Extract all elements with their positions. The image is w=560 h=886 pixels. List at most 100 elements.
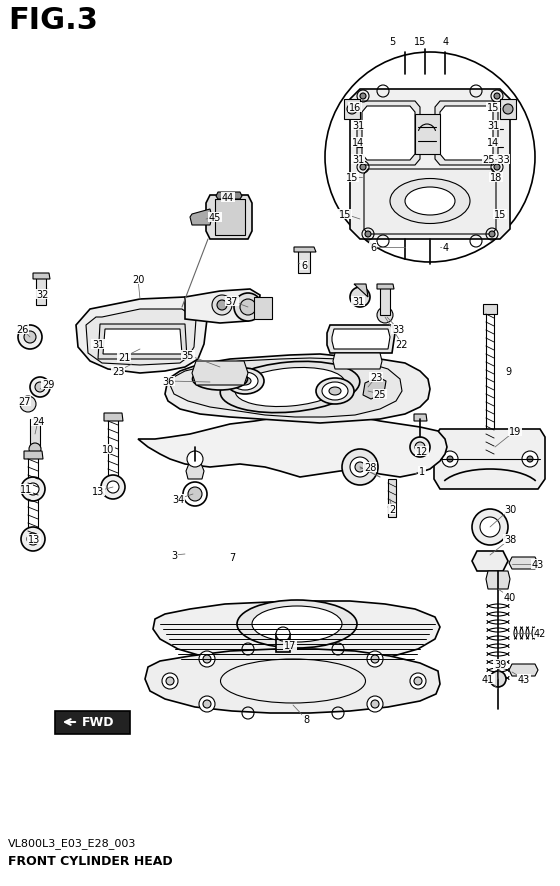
Polygon shape — [206, 196, 252, 240]
Bar — [298, 252, 310, 274]
Text: 31: 31 — [352, 120, 364, 131]
Text: 15: 15 — [339, 210, 351, 220]
Circle shape — [410, 673, 426, 689]
Ellipse shape — [232, 373, 258, 391]
Ellipse shape — [390, 179, 470, 224]
Text: 37: 37 — [226, 297, 238, 307]
Text: 45: 45 — [209, 213, 221, 222]
Text: 26: 26 — [16, 324, 28, 335]
Circle shape — [360, 94, 366, 100]
Polygon shape — [216, 193, 242, 199]
Text: 3: 3 — [171, 550, 177, 560]
Circle shape — [365, 232, 371, 237]
Text: 28: 28 — [364, 462, 376, 472]
Bar — [388, 479, 396, 517]
Text: 25: 25 — [374, 390, 386, 400]
Ellipse shape — [239, 377, 251, 385]
Polygon shape — [435, 102, 498, 166]
Ellipse shape — [220, 362, 360, 413]
Polygon shape — [414, 415, 427, 422]
Text: 19: 19 — [509, 426, 521, 437]
Circle shape — [355, 462, 365, 472]
Text: 15: 15 — [494, 210, 506, 220]
Circle shape — [240, 299, 256, 315]
Text: 24: 24 — [32, 416, 44, 426]
Circle shape — [24, 331, 36, 344]
Text: 43: 43 — [518, 674, 530, 684]
Text: 22: 22 — [396, 339, 408, 350]
Circle shape — [188, 487, 202, 501]
Circle shape — [360, 165, 366, 171]
Circle shape — [414, 677, 422, 685]
Text: 31: 31 — [487, 120, 499, 131]
Polygon shape — [509, 557, 538, 570]
Polygon shape — [170, 359, 402, 417]
Circle shape — [415, 442, 425, 453]
Circle shape — [20, 397, 36, 413]
Polygon shape — [440, 107, 493, 161]
Polygon shape — [76, 298, 208, 374]
Circle shape — [18, 326, 42, 350]
Polygon shape — [344, 100, 360, 120]
Text: 21: 21 — [118, 353, 130, 362]
Polygon shape — [509, 664, 538, 676]
Bar — [380, 288, 390, 315]
Polygon shape — [24, 452, 43, 460]
Circle shape — [199, 696, 215, 712]
Text: 31: 31 — [92, 339, 104, 350]
Polygon shape — [434, 430, 545, 489]
Polygon shape — [186, 462, 204, 479]
Polygon shape — [354, 284, 368, 298]
Circle shape — [342, 449, 378, 486]
Text: 27: 27 — [18, 397, 30, 407]
Polygon shape — [55, 711, 130, 734]
Text: 43: 43 — [532, 559, 544, 570]
Circle shape — [27, 533, 39, 546]
Polygon shape — [327, 326, 395, 354]
Circle shape — [107, 481, 119, 494]
Text: FWD: FWD — [82, 716, 114, 728]
Polygon shape — [153, 602, 440, 665]
Text: 15: 15 — [346, 173, 358, 183]
Circle shape — [347, 105, 357, 115]
Polygon shape — [350, 89, 510, 240]
Circle shape — [203, 656, 211, 664]
Text: 44: 44 — [222, 193, 234, 203]
Text: 32: 32 — [36, 290, 48, 299]
Circle shape — [447, 456, 453, 462]
Circle shape — [442, 452, 458, 468]
Circle shape — [490, 672, 506, 688]
Circle shape — [187, 452, 203, 468]
Text: 4: 4 — [443, 37, 449, 47]
Text: 1: 1 — [419, 466, 425, 477]
Text: 7: 7 — [229, 552, 235, 563]
Text: 34: 34 — [172, 494, 184, 504]
Polygon shape — [294, 248, 316, 253]
Text: 5: 5 — [389, 37, 395, 47]
Bar — [108, 417, 118, 478]
Text: 10: 10 — [102, 445, 114, 455]
Polygon shape — [103, 330, 182, 354]
Text: 14: 14 — [352, 138, 364, 148]
Polygon shape — [332, 330, 390, 350]
Text: 12: 12 — [416, 447, 428, 456]
Polygon shape — [192, 361, 248, 385]
Circle shape — [410, 438, 430, 457]
Ellipse shape — [235, 368, 345, 407]
Circle shape — [101, 476, 125, 500]
Bar — [28, 455, 38, 546]
Circle shape — [30, 377, 50, 398]
Polygon shape — [362, 107, 415, 161]
Bar — [30, 420, 40, 449]
Circle shape — [489, 232, 495, 237]
Polygon shape — [145, 649, 440, 713]
Text: 14: 14 — [487, 138, 499, 148]
Text: 40: 40 — [504, 593, 516, 602]
Circle shape — [377, 307, 393, 323]
Circle shape — [234, 293, 262, 322]
Circle shape — [494, 165, 500, 171]
Text: 39: 39 — [494, 659, 506, 669]
Polygon shape — [377, 284, 394, 290]
Ellipse shape — [322, 383, 348, 400]
Circle shape — [503, 105, 513, 115]
